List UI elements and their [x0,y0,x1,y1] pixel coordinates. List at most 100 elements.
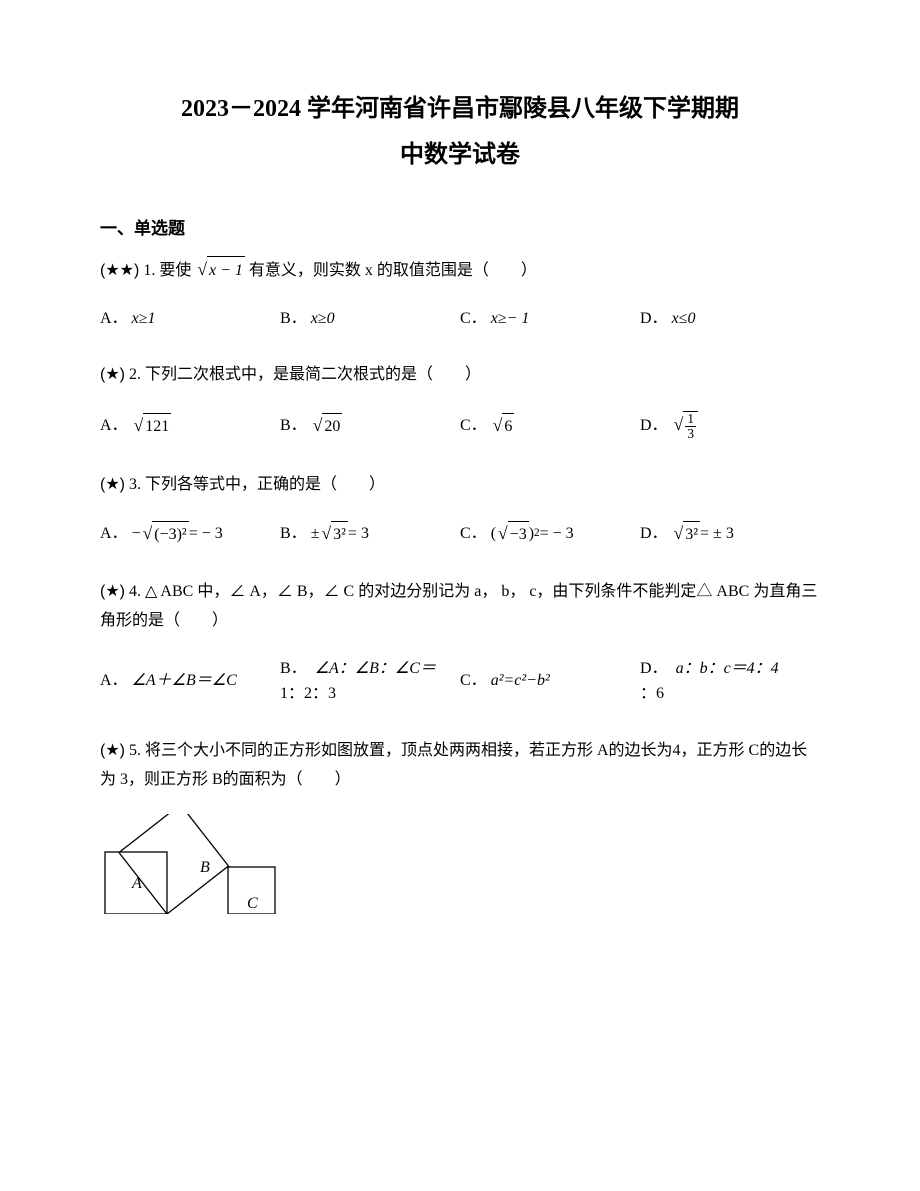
q4-option-a: A． ∠A＋∠B＝∠C [100,668,280,694]
q2-option-c: C． 6 [460,410,640,440]
q2-c-sqrt: 6 [491,411,515,440]
q5-text: 将三个大小不同的正方形如图放置，顶点处两两相接，若正方形 A的边长为4，正方形 … [100,742,807,788]
q1-option-b: B． x≥0 [280,306,460,332]
square-c-label: C [247,895,258,912]
section-heading-1: 一、单选题 [100,215,820,242]
q3-c-label: C． [460,521,487,547]
q1-c-label: C． [460,306,487,332]
q5-figure: A B C [100,814,820,923]
q1-difficulty: (★★) [100,262,139,279]
q3-b-label: B． [280,521,307,547]
q4-number: 4. [129,583,141,600]
q3-b-suffix: = 3 [348,521,369,547]
question-4: (★) 4. △ ABC 中，∠ A，∠ B，∠ C 的对边分别记为 a， b，… [100,578,820,707]
q5-difficulty: (★) [100,742,125,759]
q2-option-b: B． 20 [280,410,460,440]
exam-title-line1: 2023－2024 学年河南省许昌市鄢陵县八年级下学期期 [100,90,820,128]
q1-a-label: A． [100,306,128,332]
q3-a-suffix: = − 3 [189,521,223,547]
square-b [119,814,228,914]
q4-b-label: B． [280,660,307,677]
q2-number: 2. [129,366,141,383]
q2-b-label: B． [280,413,307,439]
q2-option-d: D． 13 [640,410,820,440]
q1-option-c: C． x≥− 1 [460,306,640,332]
q1-b-text: x≥0 [311,306,335,332]
question-3: (★) 3. 下列各等式中，正确的是（ ） A． − (−3)² = − 3 B… [100,471,820,548]
q4-c-text: a²=c²−b² [491,668,550,694]
question-2-text: (★) 2. 下列二次根式中，是最简二次根式的是（ ） [100,361,820,390]
question-4-text: (★) 4. △ ABC 中，∠ A，∠ B，∠ C 的对边分别记为 a， b，… [100,578,820,636]
question-2: (★) 2. 下列二次根式中，是最简二次根式的是（ ） A． 121 B． 20… [100,361,820,440]
q1-b-label: B． [280,306,307,332]
q3-option-c: C． (−3)2 = − 3 [460,519,640,548]
q3-b-sqrt: 3² [319,519,347,548]
question-5-text: (★) 5. 将三个大小不同的正方形如图放置，顶点处两两相接，若正方形 A的边长… [100,737,820,795]
q2-a-radicand: 121 [143,413,171,440]
q1-prefix: 要使 [159,262,191,279]
q3-d-radicand: 3² [683,521,700,548]
exam-title-line2: 中数学试卷 [100,136,820,174]
q3-d-label: D． [640,521,668,547]
q1-option-a: A． x≥1 [100,306,280,332]
q1-d-text: x≤0 [672,306,696,332]
q1-c-text: x≥− 1 [491,306,530,332]
q2-d-frac: 13 [685,412,696,440]
q3-b-prefix: ± [311,521,320,547]
q3-b-radicand: 3² [331,521,348,548]
q3-option-d: D． 3² = ± 3 [640,519,820,548]
q3-number: 3. [129,476,141,493]
q3-text: 下列各等式中，正确的是（ ） [145,476,385,493]
q3-c-suffix: = − 3 [540,521,574,547]
q2-b-radicand: 20 [322,413,342,440]
q2-d-sqrt: 13 [672,410,698,440]
q2-c-label: C． [460,413,487,439]
q4-d-text2: ：6 [640,681,779,707]
q3-difficulty: (★) [100,476,125,493]
q3-option-b: B． ± 3² = 3 [280,519,460,548]
question-5: (★) 5. 将三个大小不同的正方形如图放置，顶点处两两相接，若正方形 A的边长… [100,737,820,923]
q4-option-d: D． a：b：c＝4：4 ：6 [640,656,820,707]
question-1-text: (★★) 1. 要使 x − 1 有意义，则实数 x 的取值范围是（ ） [100,254,820,286]
q3-options: A． − (−3)² = − 3 B． ± 3² = 3 C． (−3)2 = … [100,519,820,548]
q1-number: 1. [143,262,155,279]
q3-c-sqrt: −3 [496,519,529,548]
q3-d-sqrt: 3² [672,519,700,548]
q1-d-label: D． [640,306,668,332]
q2-d-label: D． [640,413,668,439]
q3-d-suffix: = ± 3 [700,521,734,547]
q4-a-text: ∠A＋∠B＝∠C [132,668,237,694]
square-b-label: B [200,859,210,876]
q3-a-prefix: − [132,521,141,547]
q2-options: A． 121 B． 20 C． 6 D． 13 [100,410,820,440]
q3-a-sqrt: (−3)² [141,519,189,548]
q4-c-label: C． [460,668,487,694]
squares-diagram: A B C [100,814,290,914]
q4-options: A． ∠A＋∠B＝∠C B． ∠A：∠B：∠C＝ 1：2：3 C． a²=c²−… [100,656,820,707]
q2-difficulty: (★) [100,366,125,383]
q1-suffix: 有意义，则实数 x 的取值范围是（ ） [249,262,537,279]
q1-sqrt: x − 1 [195,254,245,286]
q4-a-label: A． [100,668,128,694]
q4-b-text2: 1：2：3 [280,681,436,707]
q1-option-d: D． x≤0 [640,306,820,332]
q1-options: A． x≥1 B． x≥0 C． x≥− 1 D． x≤0 [100,306,820,332]
q2-option-a: A． 121 [100,410,280,440]
q2-a-sqrt: 121 [132,411,172,440]
q2-d-num: 1 [685,412,696,427]
q2-d-den: 3 [685,427,696,441]
q3-a-radicand: (−3)² [152,521,188,548]
square-b-group [119,814,228,914]
q2-b-sqrt: 20 [311,411,343,440]
q5-number: 5. [129,742,141,759]
q2-a-label: A． [100,413,128,439]
q1-radicand: x − 1 [207,256,245,286]
question-1: (★★) 1. 要使 x − 1 有意义，则实数 x 的取值范围是（ ） A． … [100,254,820,331]
q4-b-text1: ∠A：∠B：∠C＝ [315,660,436,677]
q4-d-label: D． [640,660,668,677]
q4-text: △ ABC 中，∠ A，∠ B，∠ C 的对边分别记为 a， b， c，由下列条… [100,583,817,629]
q4-option-c: C． a²=c²−b² [460,668,640,694]
q1-a-text: x≥1 [132,306,156,332]
q4-d-text1: a：b：c＝4：4 [676,660,779,677]
q3-a-label: A． [100,521,128,547]
